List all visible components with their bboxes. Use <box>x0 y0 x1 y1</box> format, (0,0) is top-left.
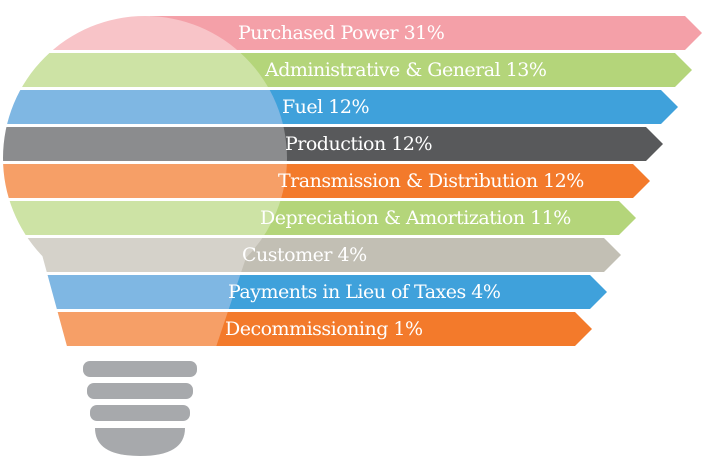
screw-ring <box>83 361 197 377</box>
band: Production 12% <box>3 127 663 161</box>
band-label: Production 12% <box>285 133 432 155</box>
band: Purchased Power 31% <box>3 16 702 50</box>
band: Transmission & Distribution 12% <box>3 164 650 198</box>
band-arrow <box>150 238 621 272</box>
band: Administrative & General 13% <box>3 53 692 87</box>
bulb-segment <box>3 90 287 124</box>
band-arrow <box>150 90 678 124</box>
screw-ring <box>87 383 193 399</box>
band: Payments in Lieu of Taxes 4% <box>3 275 607 309</box>
bulb-segment <box>3 164 287 198</box>
bulb-segment <box>3 53 287 87</box>
band-arrow <box>150 16 702 50</box>
band-label: Fuel 12% <box>282 96 369 118</box>
bulb-cap <box>95 428 185 456</box>
band-label: Decommissioning 1% <box>225 318 423 340</box>
band-label: Administrative & General 13% <box>264 59 546 81</box>
band: Decommissioning 1% <box>3 312 592 346</box>
band: Depreciation & Amortization 11% <box>3 201 636 235</box>
band-arrow <box>150 312 592 346</box>
bulb-base <box>83 361 197 456</box>
band-label: Depreciation & Amortization 11% <box>260 207 571 229</box>
bulb-segment <box>3 238 287 272</box>
screw-ring <box>90 405 190 421</box>
band: Fuel 12% <box>3 90 678 124</box>
bulb-segment <box>3 127 287 161</box>
band-arrow <box>150 53 692 87</box>
band-label: Purchased Power 31% <box>238 22 444 44</box>
band-label: Customer 4% <box>242 244 367 266</box>
band: Customer 4% <box>3 238 621 272</box>
band-label: Payments in Lieu of Taxes 4% <box>228 281 500 303</box>
band-label: Transmission & Distribution 12% <box>278 170 584 192</box>
bulb-segment <box>3 201 287 235</box>
band-arrow <box>150 275 607 309</box>
